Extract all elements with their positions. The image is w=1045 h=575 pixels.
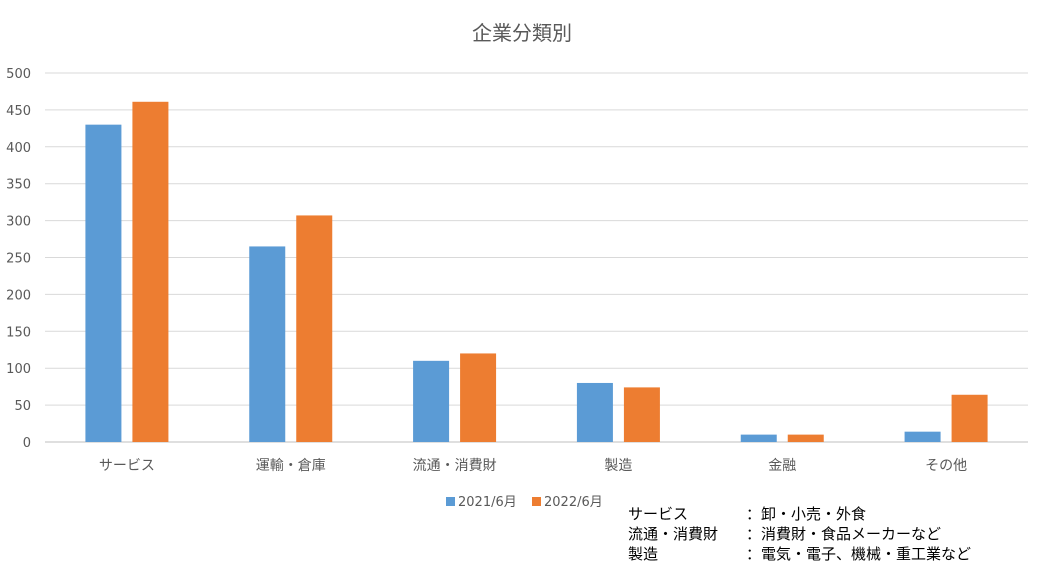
bar-2022	[460, 353, 497, 442]
note-row-distribution: 流通・消費財 ：消費財・食品メーカーなど	[628, 525, 941, 544]
y-axis-ticks: 0 50 100 150 200 250 300 350 400 450 500	[6, 67, 31, 451]
note-key: 流通・消費財	[628, 525, 719, 543]
y-tick-label: 500	[6, 67, 31, 82]
x-category-label: 流通・消費財	[413, 458, 497, 474]
y-tick-label: 50	[14, 399, 31, 414]
bar-2021	[85, 124, 122, 442]
note-key: サービス	[628, 505, 689, 523]
bar-2021	[249, 246, 286, 442]
bar-2022	[623, 387, 660, 442]
y-tick-label: 400	[6, 141, 31, 156]
note-value: ：卸・小売・外食	[746, 505, 867, 523]
legend-swatch	[532, 497, 541, 506]
note-value: ：電気・電子、機械・重工業など	[746, 545, 972, 563]
bar-2021	[904, 431, 941, 442]
grid-lines	[45, 72, 1028, 443]
y-tick-label: 350	[6, 178, 31, 193]
note-value: ：消費財・食品メーカーなど	[746, 525, 942, 543]
y-tick-label: 0	[23, 436, 31, 451]
bar-2022	[296, 215, 333, 442]
chart-title: 企業分類別	[472, 21, 572, 45]
legend-label: 2021/6月	[458, 495, 517, 510]
legend: 2021/6月 2022/6月	[446, 495, 603, 510]
bar-2021	[740, 434, 777, 442]
x-category-label: その他	[925, 458, 967, 474]
bar-2021	[413, 360, 450, 442]
legend-swatch	[446, 497, 455, 506]
x-category-label: サービス	[99, 458, 155, 474]
x-category-label: 運輸・倉庫	[256, 457, 326, 474]
y-tick-label: 450	[6, 104, 31, 119]
note-row-service: サービス ：卸・小売・外食	[628, 505, 866, 524]
x-axis-categories: サービス 運輸・倉庫 流通・消費財 製造 金融 その他	[99, 457, 967, 474]
bar-2021	[576, 382, 613, 442]
note-key: 製造	[628, 545, 659, 563]
bar-2022	[787, 434, 824, 442]
y-tick-label: 300	[6, 215, 31, 230]
bar-2022	[951, 394, 988, 442]
x-category-label: 製造	[604, 458, 632, 474]
y-tick-label: 200	[6, 288, 31, 303]
legend-label: 2022/6月	[544, 495, 603, 510]
x-category-label: 金融	[768, 458, 796, 474]
note-row-manufacturing: 製造 ：電気・電子、機械・重工業など	[628, 545, 971, 564]
bars	[85, 101, 988, 443]
y-tick-label: 100	[6, 362, 31, 377]
y-tick-label: 150	[6, 325, 31, 340]
y-tick-label: 250	[6, 252, 31, 267]
bar-2022	[132, 101, 169, 443]
